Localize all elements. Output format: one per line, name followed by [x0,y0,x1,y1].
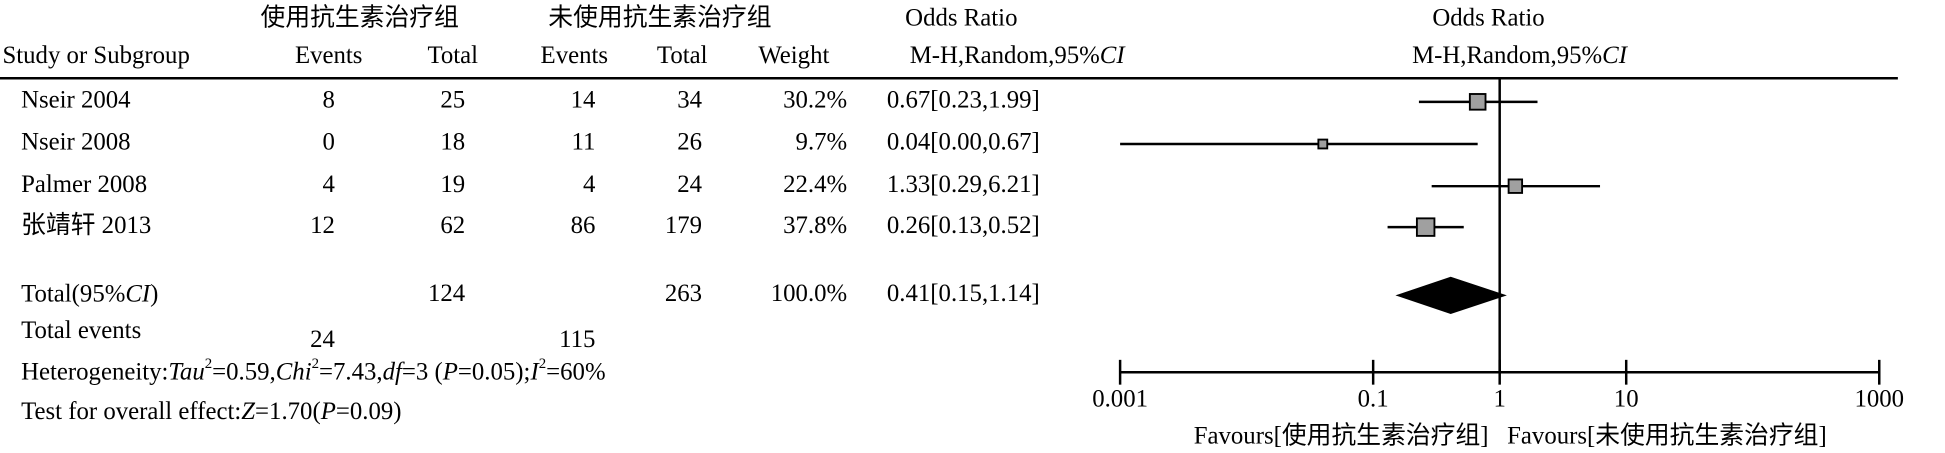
column-header: Total [657,42,708,69]
text: P [320,398,336,425]
text: CI [125,280,152,307]
effect-box [1507,178,1524,194]
text: =60% [546,358,605,385]
study-name: Nseir 2008 [21,129,131,156]
column-header: Events [295,42,362,69]
total-label: Total(95%CI) [21,280,158,307]
column-header: Weight [758,42,829,69]
text: M-H,Random,95% [1412,42,1602,69]
cell: 24 [677,171,702,198]
text: P [442,358,458,385]
study-name: 张靖轩 2013 [21,211,151,239]
text: Test for overall effect: [21,398,241,425]
text: =0.59, [212,358,276,385]
cell: 37.8% [783,212,847,239]
cell: 22.4% [783,171,847,198]
x-tick-label: 1000 [1854,385,1904,412]
text: =0.09) [336,398,402,425]
cell: 115 [559,326,595,353]
cell: 12 [310,212,335,239]
study-name: Palmer 2008 [21,171,147,198]
text: 2 [205,356,212,372]
text: =1.70( [255,398,321,425]
cell: 11 [572,129,596,156]
effect-box [1468,93,1487,111]
cell: 14 [571,87,596,114]
cell: 8 [323,87,335,114]
text: 2 [312,356,319,372]
cell: 26 [677,129,702,156]
cell: 124 [428,280,466,307]
text: df [383,358,405,385]
text: Total(95% [21,280,125,307]
cell: 1.33[0.29,6.21] [887,171,1040,198]
cell: 0 [323,129,335,156]
text: ) [150,280,158,307]
text: 2 [539,356,546,372]
column-header: Events [541,42,609,69]
x-tick-label: 0.001 [1092,385,1148,412]
cell: 4 [583,171,596,198]
text: Tau [168,358,204,385]
cell: 9.7% [796,129,848,156]
cell: 30.2% [783,87,847,114]
overall-effect: Test for overall effect:Z=1.70(P=0.09) [21,398,401,425]
cell: 24 [310,326,335,353]
cell: 25 [440,87,465,114]
text: M-H,Random,95% [910,42,1100,69]
column-header: Study or Subgroup [2,42,189,69]
x-tick-label: 0.1 [1358,385,1389,412]
effect-box [1317,138,1329,150]
cell: 100.0% [771,280,847,307]
text: =3 ( [402,358,443,385]
text: Heterogeneity: [21,358,168,385]
text: Chi [276,358,312,385]
cell: 0.41[0.15,1.14] [887,280,1040,307]
column-header: Total [427,42,478,69]
x-tick-label: 10 [1614,385,1639,412]
cell: 62 [440,212,465,239]
cell: 18 [440,129,465,156]
cell: 34 [677,87,702,114]
text: Z [241,398,255,425]
effect-box [1415,217,1436,237]
plot-header: Odds Ratio [1432,5,1544,32]
cell: 0.26[0.13,0.52] [887,212,1040,239]
text: CI [1100,42,1127,69]
summary-diamond [1395,276,1507,314]
text: =0.05); [458,358,531,385]
group-header: 未使用抗生素治疗组 [548,4,771,32]
cell: 179 [665,212,702,239]
cell: 86 [571,212,596,239]
favours-label: Favours[使用抗生素治疗组] [1194,422,1489,450]
total-events-label: Total events [21,317,141,344]
cell: 19 [440,171,465,198]
text: =7.43, [319,358,383,385]
group-header: 使用抗生素治疗组 [261,4,459,32]
text: I [529,358,540,385]
cell: 0.67[0.23,1.99] [887,87,1040,114]
or-header: Odds Ratio [905,5,1017,32]
x-tick-label: 1 [1493,385,1505,412]
cell: 4 [323,171,336,198]
study-name: Nseir 2004 [21,87,131,114]
text: CI [1602,42,1629,69]
cell: 0.04[0.00,0.67] [887,129,1040,156]
cell: 263 [665,280,702,307]
favours-label: Favours[未使用抗生素治疗组] [1507,422,1827,450]
or-method: M-H,Random,95%CI [910,42,1127,69]
plot-method: M-H,Random,95%CI [1412,42,1629,69]
heterogeneity: Heterogeneity:Tau2=0.59,Chi2=7.43,df=3 (… [21,356,606,385]
